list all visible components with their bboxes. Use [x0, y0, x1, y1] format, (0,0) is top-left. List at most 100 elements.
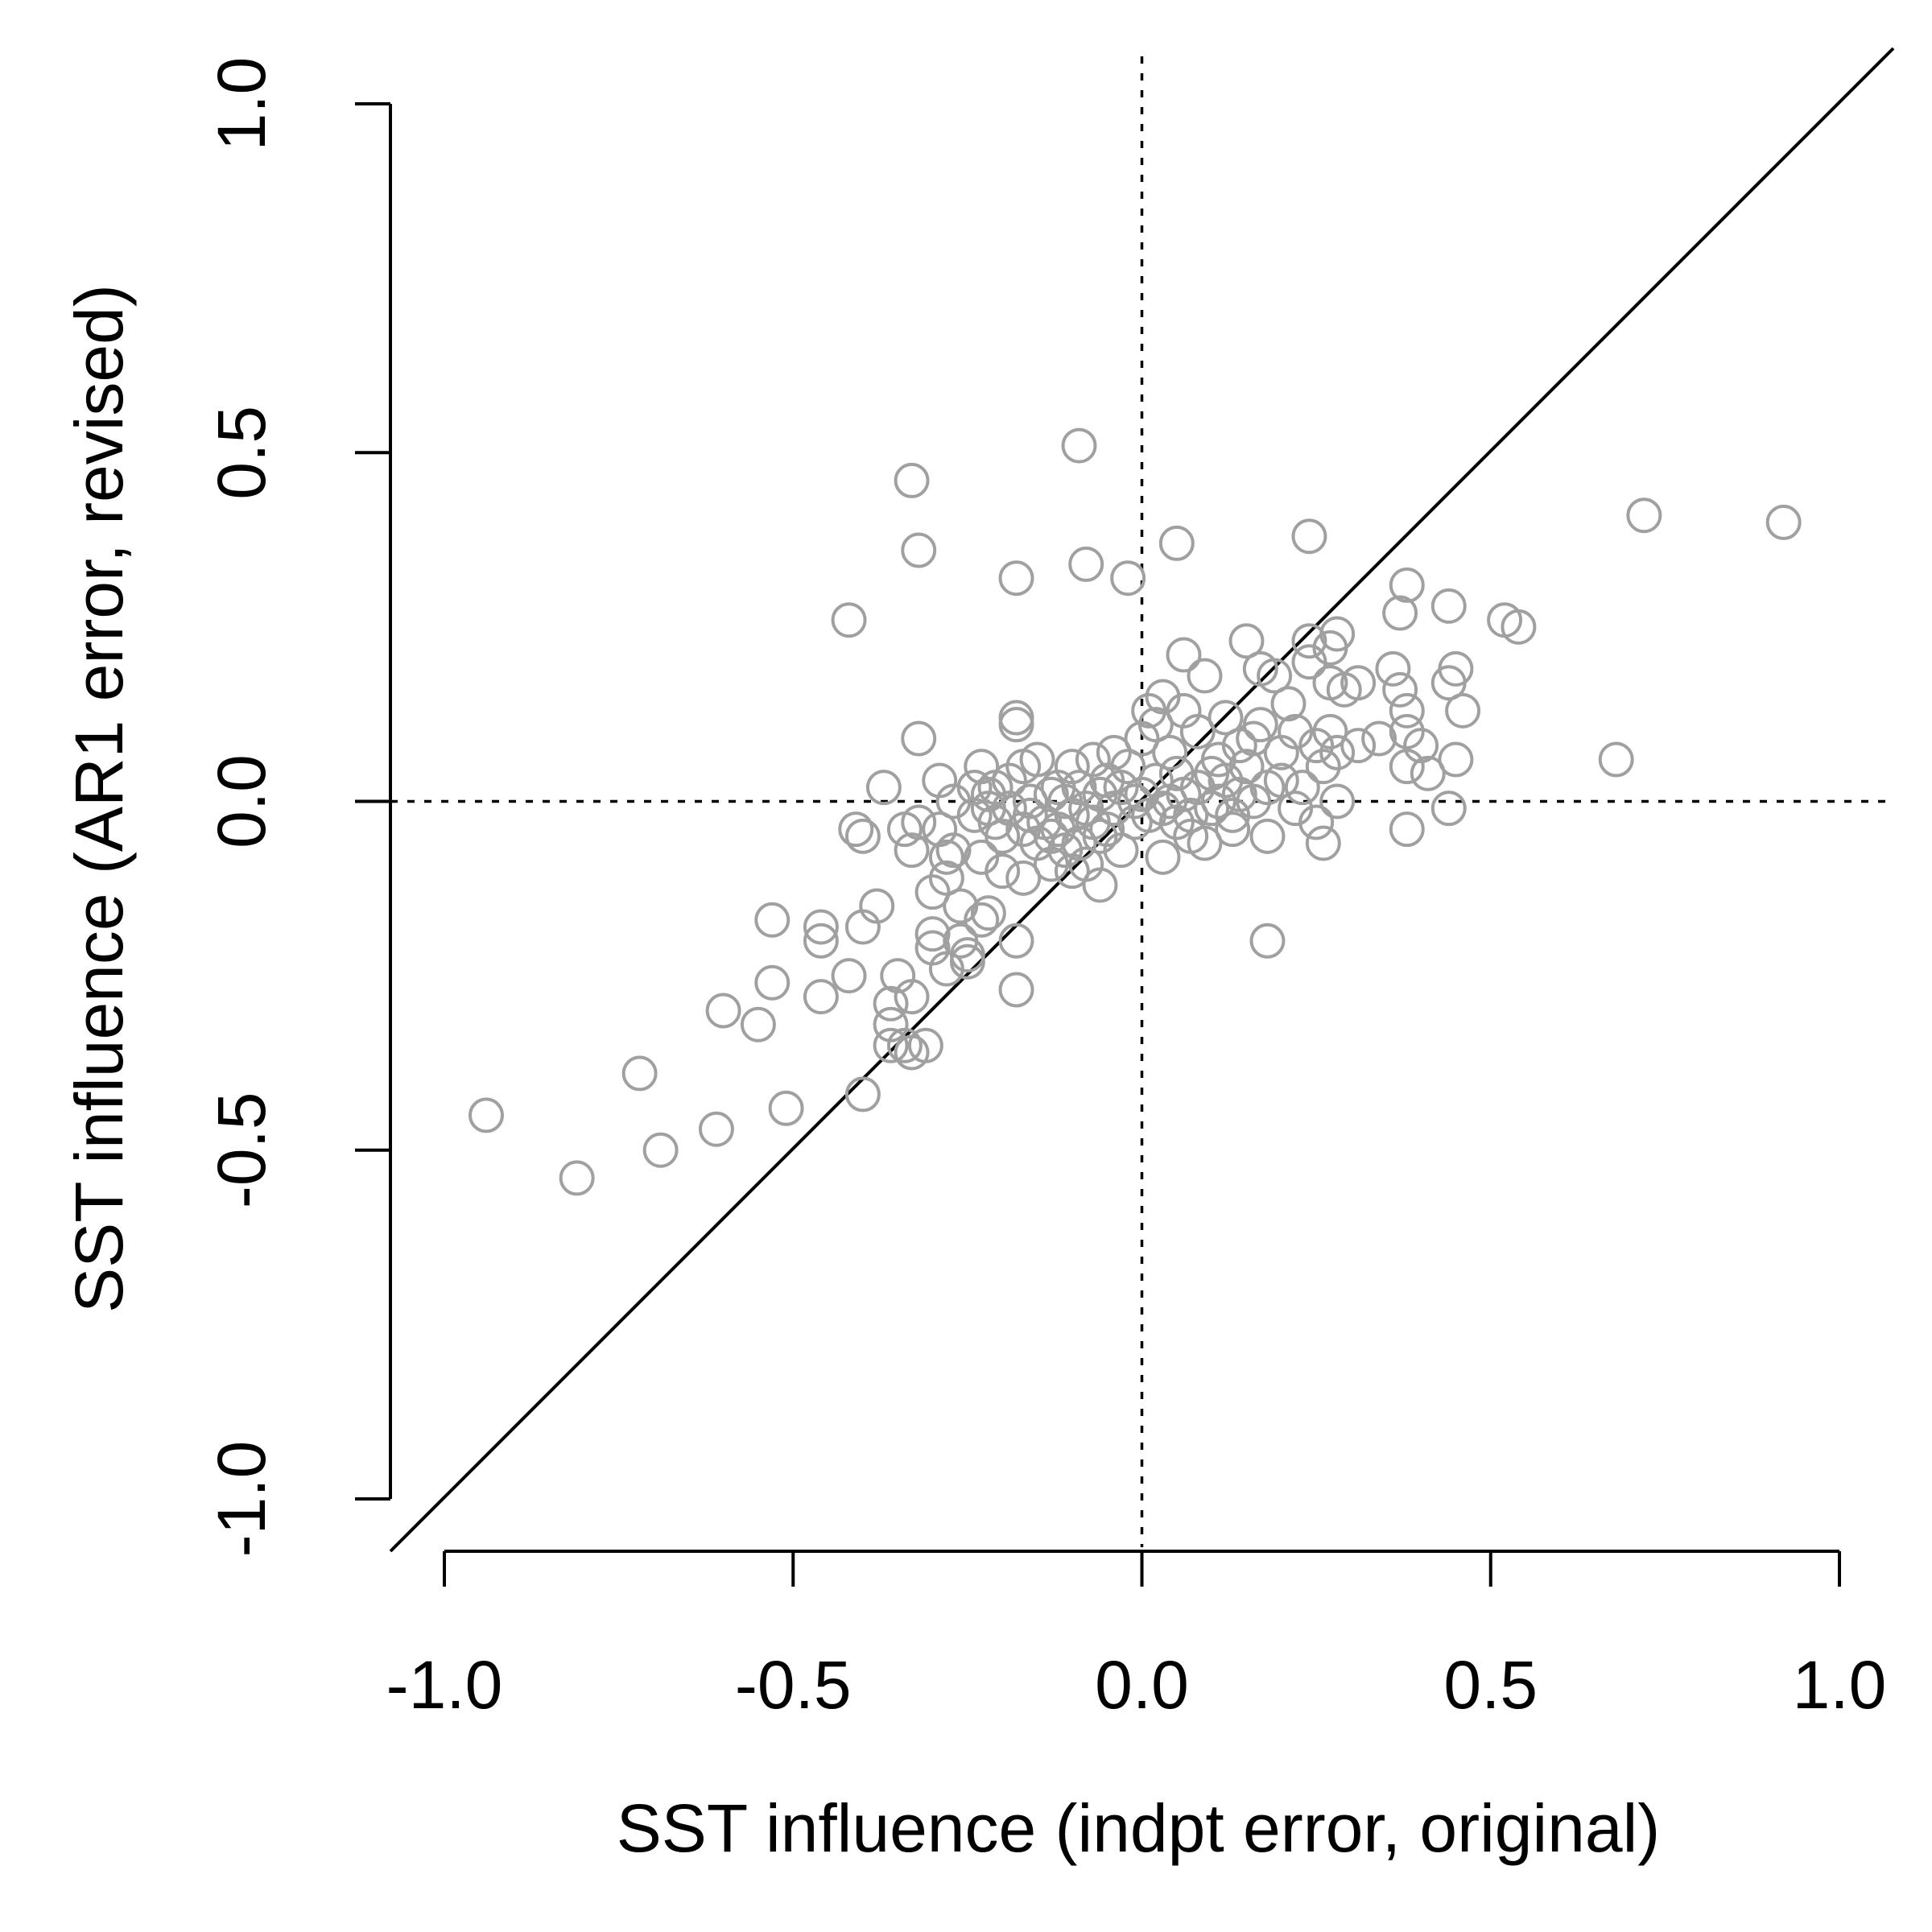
data-points: [468, 427, 1802, 1196]
data-point: [468, 1097, 504, 1133]
data-point: [754, 964, 791, 1001]
data-point: [873, 985, 909, 1022]
data-point: [928, 839, 964, 875]
data-point: [1194, 791, 1230, 827]
data-point: [985, 853, 1021, 890]
data-point: [1257, 658, 1293, 694]
data-point: [970, 895, 1006, 931]
data-point: [1033, 818, 1069, 854]
data-point: [1430, 791, 1467, 827]
data-point: [1061, 770, 1097, 806]
data-point: [1501, 609, 1537, 645]
data-point: [1242, 707, 1278, 743]
data-point: [1137, 707, 1174, 743]
data-point: [803, 923, 839, 959]
data-point: [1765, 504, 1802, 540]
data-point: [1005, 860, 1042, 896]
data-point: [859, 888, 895, 924]
data-point: [1375, 650, 1411, 687]
data-point: [621, 1055, 658, 1092]
data-point: [1298, 804, 1335, 840]
data-point: [901, 720, 937, 757]
data-point: [1158, 525, 1195, 561]
data-point: [1082, 867, 1118, 903]
data-point: [1228, 623, 1265, 659]
data-point: [831, 958, 867, 994]
x-axis-label: SST influence (indpt error, original): [617, 1790, 1660, 1866]
data-point: [1445, 692, 1481, 729]
y-tick-label: -0.5: [204, 1092, 279, 1208]
data-point: [1291, 623, 1327, 659]
data-point: [1236, 783, 1272, 819]
data-point: [1179, 713, 1216, 749]
data-point: [844, 1076, 881, 1113]
data-point: [740, 1006, 776, 1042]
data-point: [1340, 728, 1377, 764]
data-point: [1305, 825, 1341, 861]
data-point: [803, 979, 839, 1015]
data-point: [1103, 770, 1139, 806]
data-point: [1319, 783, 1356, 819]
y-tick-label: 0.5: [204, 406, 279, 500]
data-point: [1110, 749, 1146, 785]
data-point: [844, 818, 881, 854]
data-point: [754, 902, 791, 938]
data-point: [1382, 671, 1418, 708]
data-point: [1096, 734, 1132, 770]
data-point: [1166, 637, 1202, 673]
data-point: [1061, 427, 1097, 464]
data-point: [1438, 650, 1474, 687]
x-tick-label: 1.0: [1793, 1647, 1887, 1723]
data-point: [1117, 783, 1153, 819]
data-point: [998, 923, 1034, 959]
data-point: [1249, 923, 1286, 959]
data-point: [1361, 720, 1397, 757]
data-point: [1187, 825, 1223, 861]
data-point: [1110, 560, 1146, 597]
data-point: [1145, 839, 1181, 875]
data-point: [698, 1111, 734, 1147]
data-point: [991, 762, 1027, 799]
data-point: [831, 602, 867, 638]
x-tick-label: 0.0: [1095, 1647, 1189, 1723]
data-point: [1598, 741, 1634, 778]
data-point: [914, 916, 951, 952]
data-point: [1319, 734, 1356, 770]
data-point: [998, 707, 1034, 743]
data-point: [1410, 755, 1446, 791]
data-point: [935, 832, 972, 869]
data-point: [705, 993, 741, 1029]
data-point: [894, 462, 930, 498]
data-point: [1215, 811, 1251, 848]
y-axis-label: SST influence (AR1 error, revised): [61, 284, 137, 1313]
y-tick-label: 0.0: [204, 754, 279, 848]
data-point: [838, 811, 874, 848]
data-point: [1389, 692, 1425, 729]
data-point: [1103, 832, 1139, 869]
axes: -1.0 -0.5 0.0 0.5 1.0 -1.0 -0.5 0.0 0.5 1.0: [204, 57, 1886, 1723]
data-point: [642, 1132, 679, 1168]
data-point: [998, 560, 1034, 597]
data-point: [559, 1160, 595, 1196]
data-point: [901, 804, 937, 840]
data-point: [901, 532, 937, 568]
data-point: [803, 909, 839, 945]
data-point: [1124, 720, 1160, 757]
data-point: [1312, 713, 1348, 749]
data-point: [1187, 658, 1223, 694]
data-point: [1403, 728, 1439, 764]
data-point: [1340, 665, 1377, 701]
data-point: [894, 979, 930, 1015]
data-point: [1152, 734, 1188, 770]
data-point: [1291, 518, 1327, 555]
data-point: [1019, 741, 1055, 778]
data-point: [1208, 700, 1244, 736]
data-point: [768, 1090, 804, 1126]
y-tick-label: -1.0: [204, 1441, 279, 1558]
data-point: [1305, 749, 1341, 785]
data-point: [1054, 749, 1090, 785]
data-point: [1389, 811, 1425, 848]
data-point: [1389, 713, 1425, 749]
